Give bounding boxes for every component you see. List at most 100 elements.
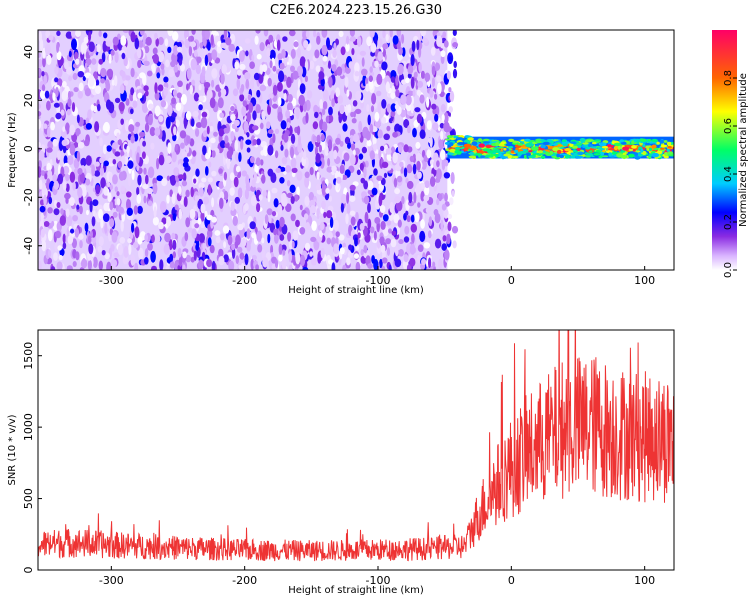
heatmap-cell [107, 181, 111, 188]
heatmap-cell [130, 31, 136, 43]
heatmap-cell [398, 239, 404, 245]
heatmap-cell [556, 149, 562, 154]
heatmap-cell [163, 86, 168, 97]
heatmap-cell [274, 233, 279, 244]
heatmap-cell [176, 92, 182, 99]
heatmap-cell [380, 244, 386, 253]
heatmap-cell [321, 200, 326, 210]
heatmap-cell [198, 233, 205, 243]
heatmap-cell [517, 143, 524, 146]
heatmap-cell [229, 172, 235, 181]
heatmap-cell [356, 54, 361, 60]
heatmap-cell [191, 228, 197, 239]
heatmap-cell [441, 114, 445, 122]
heatmap-cell [261, 237, 265, 244]
heatmap-cell [121, 155, 126, 166]
heatmap-cell [43, 124, 48, 129]
heatmap-cell [337, 95, 344, 104]
heatmap-cell [39, 205, 46, 213]
heatmap-cell [158, 36, 164, 46]
heatmap-cell [41, 71, 45, 77]
heatmap-cell [91, 164, 96, 177]
heatmap-cell [70, 228, 75, 234]
heatmap-cell [122, 30, 130, 34]
heatmap-cell [304, 175, 310, 188]
heatmap-cell [85, 51, 90, 60]
heatmap-cell [453, 60, 458, 69]
heatmap-cell [198, 104, 203, 111]
heatmap-cell [339, 104, 345, 115]
heatmap-cell [200, 211, 205, 222]
heatmap-cell [390, 76, 396, 83]
heatmap-cell [51, 220, 55, 227]
heatmap-cell [84, 88, 91, 97]
heatmap-cell [95, 79, 100, 86]
heatmap-cell [245, 78, 250, 90]
heatmap-cell [255, 157, 261, 167]
heatmap-cell [346, 89, 350, 97]
heatmap-cell [377, 51, 384, 62]
heatmap-cell [377, 129, 383, 139]
heatmap-cell [177, 80, 183, 88]
heatmap-cell [316, 35, 321, 45]
heatmap-cell [648, 153, 652, 158]
heatmap-cell [602, 149, 606, 153]
heatmap-cell [648, 141, 654, 144]
heatmap-cell [447, 152, 454, 155]
heatmap-cell [259, 42, 265, 52]
heatmap-cell [409, 257, 416, 267]
heatmap-cell [531, 146, 539, 151]
heatmap-cell [116, 132, 120, 141]
heatmap-cell [380, 220, 386, 230]
heatmap-cell [44, 173, 48, 180]
heatmap-cell [167, 104, 173, 117]
heatmap-cell [114, 97, 121, 104]
heatmap-cell [346, 191, 350, 204]
heatmap-cell [304, 242, 311, 251]
heatmap-cell [514, 149, 519, 154]
heatmap-cell [276, 81, 283, 92]
heatmap-cell [449, 148, 457, 153]
heatmap-cell [420, 70, 425, 79]
heatmap-cell [313, 30, 317, 38]
heatmap-cell [388, 228, 392, 234]
heatmap-cell [367, 263, 373, 269]
heatmap-cell [79, 240, 83, 249]
heatmap-cell [126, 191, 132, 198]
spectrogram-xtick-label: -100 [366, 274, 391, 287]
heatmap-cell [211, 150, 216, 158]
heatmap-cell [639, 138, 647, 142]
heatmap-cell [394, 188, 400, 195]
heatmap-cell [172, 251, 176, 259]
heatmap-cell [358, 120, 363, 133]
heatmap-cell [310, 205, 316, 214]
heatmap-cell [524, 138, 531, 142]
heatmap-cell [167, 142, 172, 155]
heatmap-cell [74, 51, 79, 60]
heatmap-cell [469, 145, 477, 150]
heatmap-cell [292, 230, 299, 241]
heatmap-cell [425, 207, 432, 214]
heatmap-cell [435, 168, 442, 180]
heatmap-cell [421, 37, 429, 43]
heatmap-cell [320, 133, 325, 142]
heatmap-cell [403, 144, 409, 153]
heatmap-cell [83, 36, 89, 44]
heatmap-cell [406, 164, 413, 174]
heatmap-cell [44, 90, 50, 99]
heatmap-cell [278, 243, 283, 256]
heatmap-cell [138, 247, 144, 260]
heatmap-cell [103, 213, 110, 223]
heatmap-cell [321, 108, 326, 116]
heatmap-cell [663, 155, 669, 159]
heatmap-cell [255, 104, 261, 114]
heatmap-cell [228, 43, 235, 52]
heatmap-cell [218, 256, 225, 266]
heatmap-cell [428, 230, 432, 239]
heatmap-cell [417, 254, 421, 264]
heatmap-cell [631, 145, 637, 149]
heatmap-cell [75, 58, 80, 65]
heatmap-cell [144, 257, 149, 265]
heatmap-cell [200, 116, 208, 129]
heatmap-cell [156, 158, 160, 170]
